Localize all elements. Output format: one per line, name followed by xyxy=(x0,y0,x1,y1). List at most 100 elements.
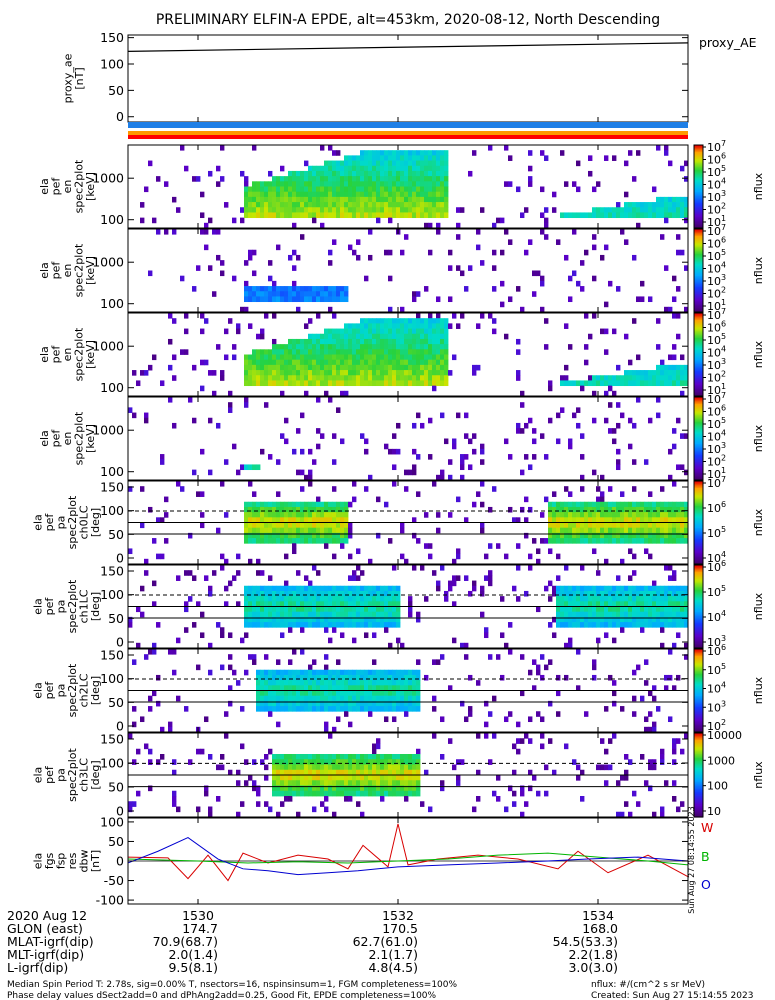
heatmap-cell xyxy=(340,176,345,182)
heatmap-cell xyxy=(600,532,605,539)
heatmap-cell xyxy=(652,685,657,691)
heatmap-cell xyxy=(252,527,257,534)
heatmap-cell xyxy=(144,412,149,419)
heatmap-cell xyxy=(436,318,441,324)
heatmap-cell xyxy=(340,202,345,208)
heatmap-cell xyxy=(324,606,329,613)
heatmap-cell xyxy=(324,721,329,728)
colorbar-cell xyxy=(694,791,703,794)
heatmap-cell xyxy=(276,585,281,592)
heatmap-cell xyxy=(392,690,397,697)
heatmap-cell xyxy=(300,780,305,786)
heatmap-cell xyxy=(396,680,401,686)
heatmap-cell xyxy=(412,191,417,198)
colorbar-cell xyxy=(694,775,703,777)
colorbar-cell xyxy=(694,551,703,554)
heatmap-cell xyxy=(388,275,393,282)
colorbar-cell xyxy=(694,749,703,752)
heatmap-cell xyxy=(372,338,377,345)
heatmap-cell xyxy=(360,601,365,607)
heatmap-cell xyxy=(440,196,445,203)
colorbar-cell xyxy=(694,588,703,591)
colorbar-cell xyxy=(694,264,703,267)
heatmap-cell xyxy=(248,186,253,193)
heatmap-cell xyxy=(308,590,313,597)
heatmap-cell xyxy=(308,474,313,481)
colorbar-cell xyxy=(694,335,703,338)
heatmap-cell xyxy=(648,538,653,544)
heatmap-cell xyxy=(544,222,549,229)
heatmap-cell xyxy=(680,390,685,397)
heatmap-cell xyxy=(440,354,445,361)
colorbar-cell xyxy=(694,505,703,508)
heatmap-cell xyxy=(436,165,441,172)
heatmap-cell xyxy=(348,370,353,376)
heatmap-cell xyxy=(296,700,301,707)
heatmap-cell xyxy=(264,354,269,361)
heatmap-cell xyxy=(660,359,665,366)
heatmap-cell xyxy=(352,790,357,797)
heatmap-cell xyxy=(628,202,633,208)
heatmap-cell xyxy=(392,601,397,607)
heatmap-cell xyxy=(340,512,345,518)
colorbar-cell xyxy=(694,758,703,761)
heatmap-cell xyxy=(312,754,317,760)
heatmap-cell xyxy=(320,375,325,381)
heatmap-cell xyxy=(360,364,365,371)
heatmap-cell xyxy=(592,538,597,544)
heatmap-cell xyxy=(628,207,633,213)
colorbar-cell xyxy=(694,317,703,320)
heatmap-cell xyxy=(412,375,417,381)
heatmap-cell xyxy=(640,280,645,287)
heatmap-cell xyxy=(340,364,345,371)
heatmap-cell xyxy=(620,491,625,497)
colorbar-frame xyxy=(693,396,704,481)
heatmap-cell xyxy=(672,522,677,529)
heatmap-cell xyxy=(296,764,301,771)
colorbar-cell xyxy=(694,504,703,507)
heatmap-cell xyxy=(148,364,153,371)
heatmap-cell xyxy=(132,759,137,765)
heatmap-cell xyxy=(648,375,653,381)
colorbar-tick-label: 106 xyxy=(707,643,726,658)
heatmap-cell xyxy=(432,186,437,193)
heatmap-cell xyxy=(340,674,345,681)
heatmap-cell xyxy=(684,207,689,213)
heatmap-cell xyxy=(336,380,341,387)
heatmap-cell xyxy=(624,601,629,607)
heatmap-cell xyxy=(248,596,253,602)
heatmap-cell xyxy=(276,522,281,529)
heatmap-cell xyxy=(288,775,293,781)
heatmap-cell xyxy=(296,522,301,529)
heatmap-cell xyxy=(604,328,609,335)
heatmap-cell xyxy=(240,306,245,313)
colorbar-cell xyxy=(694,683,703,686)
heatmap-cell xyxy=(316,606,321,613)
heatmap-cell xyxy=(328,517,333,523)
y-tick-label: 100 xyxy=(100,671,124,686)
heatmap-cell xyxy=(676,585,681,592)
heatmap-cell xyxy=(528,565,533,571)
heatmap-cell xyxy=(384,155,389,161)
heatmap-cell xyxy=(372,780,377,786)
heatmap-cell xyxy=(276,596,281,602)
heatmap-cell xyxy=(264,601,269,607)
heatmap-cell xyxy=(656,202,661,208)
heatmap-cell xyxy=(580,606,585,613)
heatmap-cell xyxy=(308,364,313,371)
heatmap-cell xyxy=(496,217,501,224)
heatmap-cell xyxy=(388,769,393,776)
heatmap-cell xyxy=(384,181,389,187)
heatmap-cell xyxy=(440,380,445,387)
heatmap-cell xyxy=(408,785,413,792)
heatmap-cell xyxy=(656,622,661,628)
colorbar-cell xyxy=(694,267,703,270)
heatmap-cell xyxy=(316,517,321,523)
ylabel-proxy-ae: proxy_ae[nT] xyxy=(62,53,87,103)
heatmap-cell xyxy=(296,344,301,350)
heatmap-cell xyxy=(252,532,257,539)
heatmap-cell xyxy=(192,622,197,628)
heatmap-cell xyxy=(300,649,305,655)
heatmap-cell xyxy=(308,481,313,487)
heatmap-cell xyxy=(276,212,281,219)
